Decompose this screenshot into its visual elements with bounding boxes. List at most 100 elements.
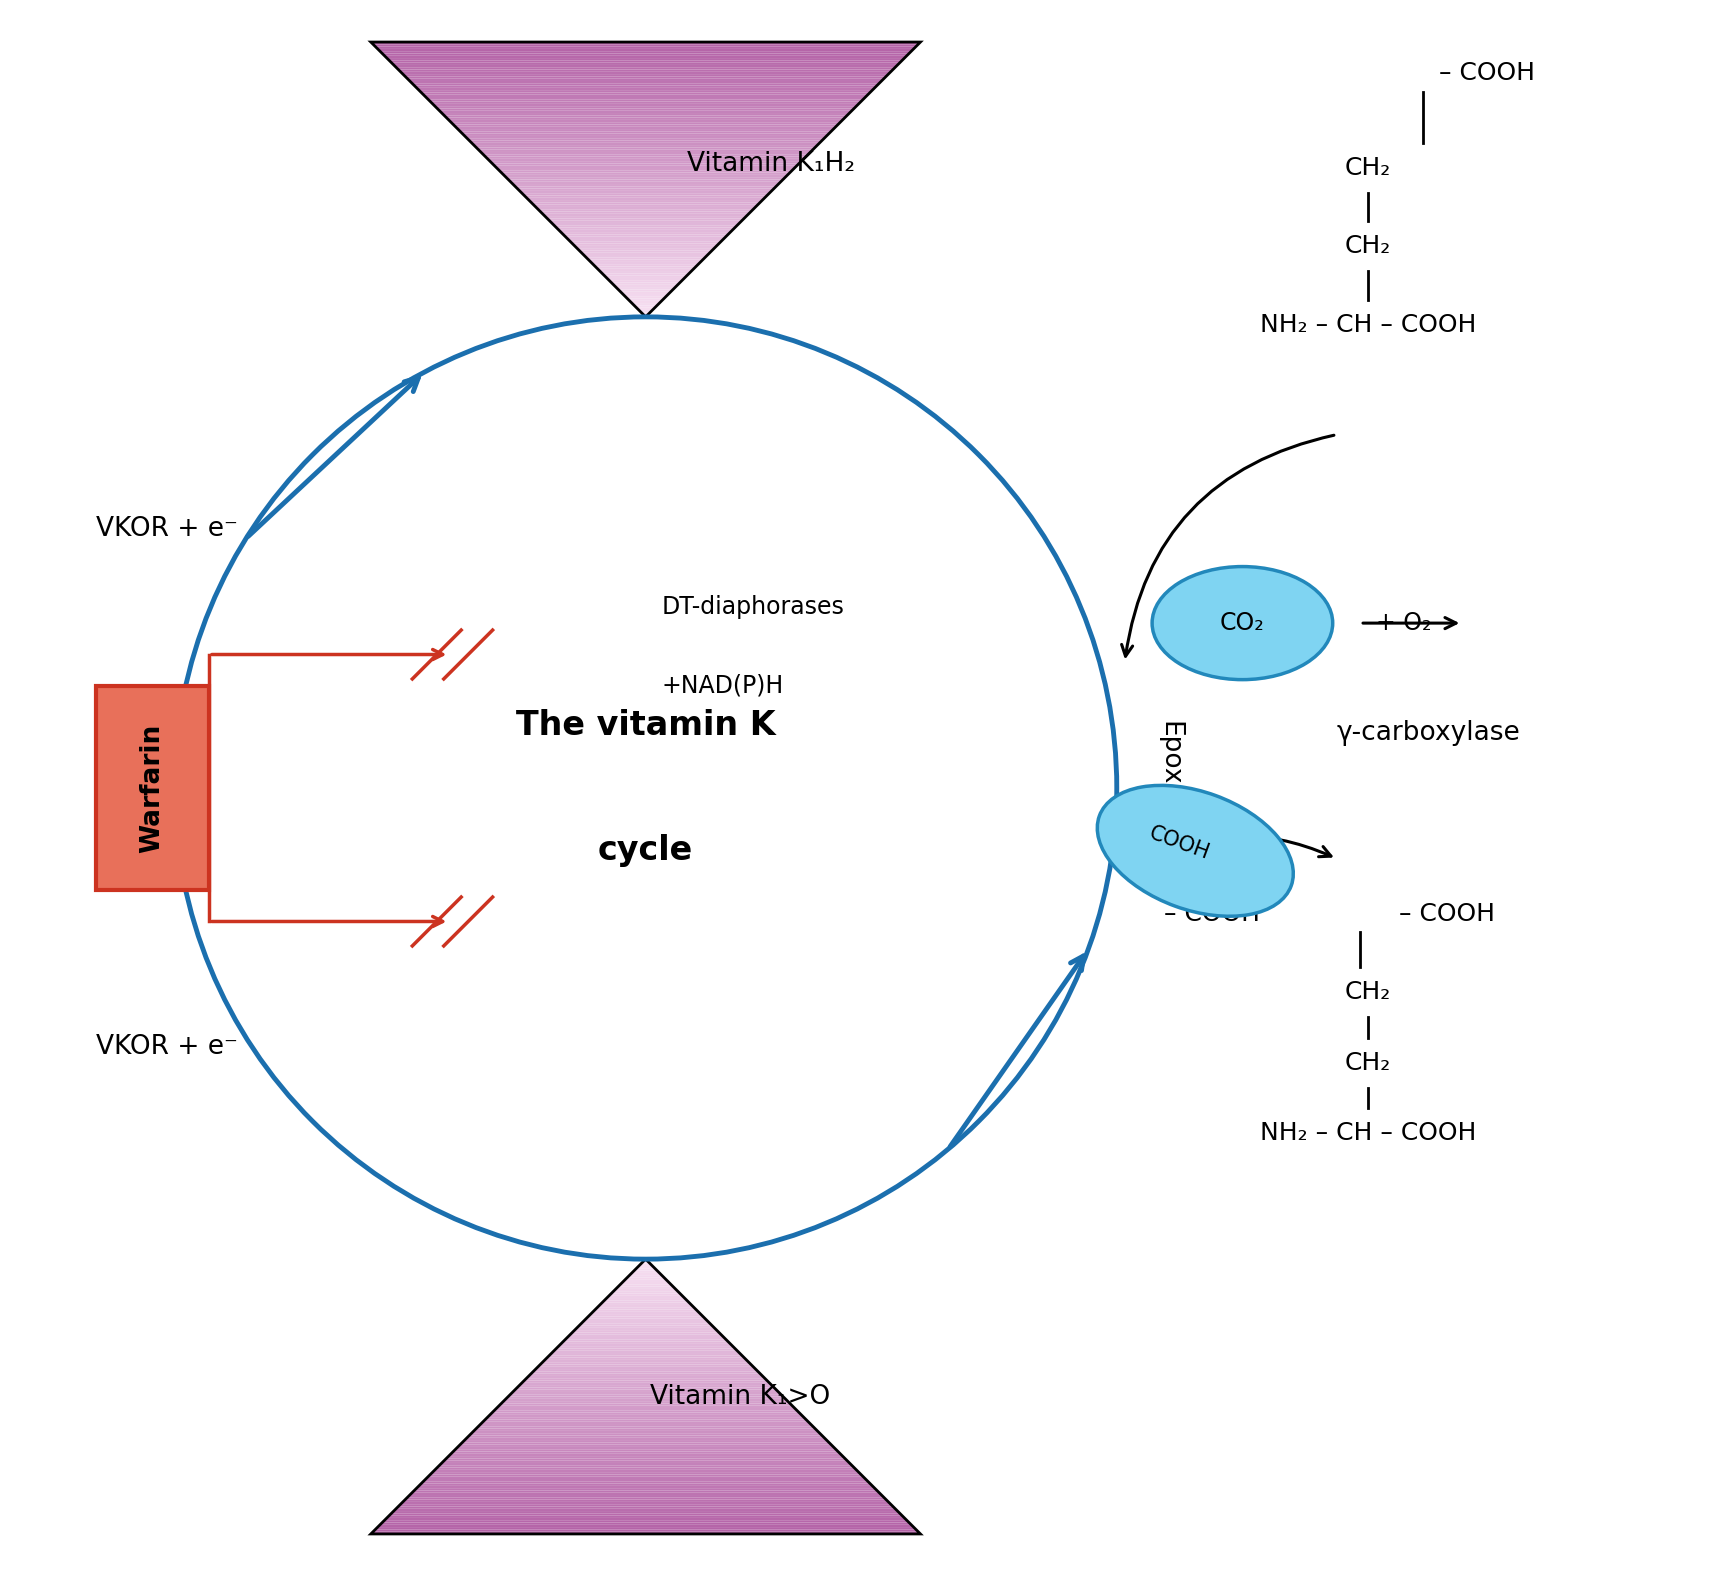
Polygon shape xyxy=(552,222,739,225)
Polygon shape xyxy=(434,106,856,109)
Polygon shape xyxy=(552,1351,739,1354)
Polygon shape xyxy=(471,1431,820,1433)
Text: CH₂: CH₂ xyxy=(1344,1051,1391,1075)
Polygon shape xyxy=(593,1310,697,1311)
Text: CH₂: CH₂ xyxy=(1344,156,1391,180)
Polygon shape xyxy=(566,1336,725,1340)
Text: NH₂ – CH – COOH: NH₂ – CH – COOH xyxy=(1259,312,1476,337)
Polygon shape xyxy=(637,307,654,310)
Text: +NAD(P)H: +NAD(P)H xyxy=(661,675,784,698)
Polygon shape xyxy=(495,165,796,169)
Polygon shape xyxy=(381,1522,910,1526)
Polygon shape xyxy=(547,219,744,221)
Polygon shape xyxy=(633,306,657,307)
Polygon shape xyxy=(545,1357,746,1360)
Polygon shape xyxy=(434,1467,856,1470)
Text: NH₂ – CH – COOH: NH₂ – CH – COOH xyxy=(1259,1122,1476,1146)
Polygon shape xyxy=(597,269,694,271)
Polygon shape xyxy=(529,1374,761,1376)
Polygon shape xyxy=(374,1529,917,1532)
Polygon shape xyxy=(484,156,806,159)
Polygon shape xyxy=(554,225,737,227)
Text: Vitamin K₁: Vitamin K₁ xyxy=(99,719,125,857)
Polygon shape xyxy=(638,1264,652,1266)
Polygon shape xyxy=(510,1392,780,1395)
Polygon shape xyxy=(626,1275,664,1278)
Polygon shape xyxy=(595,1307,695,1310)
Polygon shape xyxy=(559,230,732,232)
Polygon shape xyxy=(467,139,823,140)
Polygon shape xyxy=(574,246,716,247)
Polygon shape xyxy=(548,221,742,222)
Polygon shape xyxy=(547,1355,744,1357)
Polygon shape xyxy=(559,1344,732,1346)
Polygon shape xyxy=(533,205,758,206)
Polygon shape xyxy=(625,296,666,298)
Text: VKOR + e⁻: VKOR + e⁻ xyxy=(95,1034,237,1061)
Polygon shape xyxy=(555,227,735,230)
Polygon shape xyxy=(618,290,673,292)
Polygon shape xyxy=(611,282,680,285)
Polygon shape xyxy=(640,312,650,315)
Polygon shape xyxy=(548,1354,742,1355)
Polygon shape xyxy=(453,1450,837,1451)
Polygon shape xyxy=(476,148,815,150)
Polygon shape xyxy=(516,186,775,189)
Polygon shape xyxy=(644,1259,647,1261)
Polygon shape xyxy=(491,164,799,165)
Polygon shape xyxy=(393,65,898,68)
Polygon shape xyxy=(405,1497,886,1500)
Polygon shape xyxy=(502,173,789,175)
Polygon shape xyxy=(519,1382,772,1385)
Polygon shape xyxy=(477,1425,813,1426)
Polygon shape xyxy=(640,1261,650,1264)
FancyArrowPatch shape xyxy=(1121,435,1334,656)
Polygon shape xyxy=(581,1321,709,1324)
Polygon shape xyxy=(438,1466,853,1467)
Polygon shape xyxy=(474,145,817,148)
Polygon shape xyxy=(602,1300,689,1303)
Polygon shape xyxy=(561,1341,730,1344)
Polygon shape xyxy=(370,1532,920,1533)
Polygon shape xyxy=(481,1422,810,1425)
Polygon shape xyxy=(398,1504,893,1507)
Polygon shape xyxy=(612,1289,678,1291)
Polygon shape xyxy=(384,1518,907,1521)
Polygon shape xyxy=(545,216,746,219)
Polygon shape xyxy=(403,74,887,76)
Polygon shape xyxy=(540,211,751,214)
Polygon shape xyxy=(519,191,772,194)
Polygon shape xyxy=(419,1483,872,1486)
Polygon shape xyxy=(526,1376,765,1379)
Polygon shape xyxy=(474,1428,817,1431)
Polygon shape xyxy=(448,120,843,123)
Text: – COOH: – COOH xyxy=(1163,901,1259,925)
Polygon shape xyxy=(419,90,872,93)
Polygon shape xyxy=(583,255,708,257)
Polygon shape xyxy=(541,1360,749,1362)
Polygon shape xyxy=(573,1330,718,1332)
Polygon shape xyxy=(424,1478,867,1481)
Polygon shape xyxy=(400,72,891,74)
Polygon shape xyxy=(396,1507,894,1508)
Polygon shape xyxy=(588,1314,702,1316)
Ellipse shape xyxy=(1097,785,1292,916)
Polygon shape xyxy=(412,1491,879,1492)
Polygon shape xyxy=(583,1319,708,1321)
Polygon shape xyxy=(555,1346,735,1349)
Polygon shape xyxy=(407,79,884,80)
Polygon shape xyxy=(566,236,725,240)
Polygon shape xyxy=(488,1415,803,1417)
Polygon shape xyxy=(618,1284,673,1286)
Polygon shape xyxy=(529,200,761,202)
Polygon shape xyxy=(630,301,661,303)
Polygon shape xyxy=(516,1387,775,1390)
Polygon shape xyxy=(391,1511,900,1513)
Polygon shape xyxy=(396,68,894,69)
Polygon shape xyxy=(509,180,782,181)
Polygon shape xyxy=(462,134,829,136)
Polygon shape xyxy=(427,1475,863,1477)
Polygon shape xyxy=(471,143,820,145)
Polygon shape xyxy=(540,1362,751,1365)
Text: CH₂: CH₂ xyxy=(1344,980,1391,1004)
